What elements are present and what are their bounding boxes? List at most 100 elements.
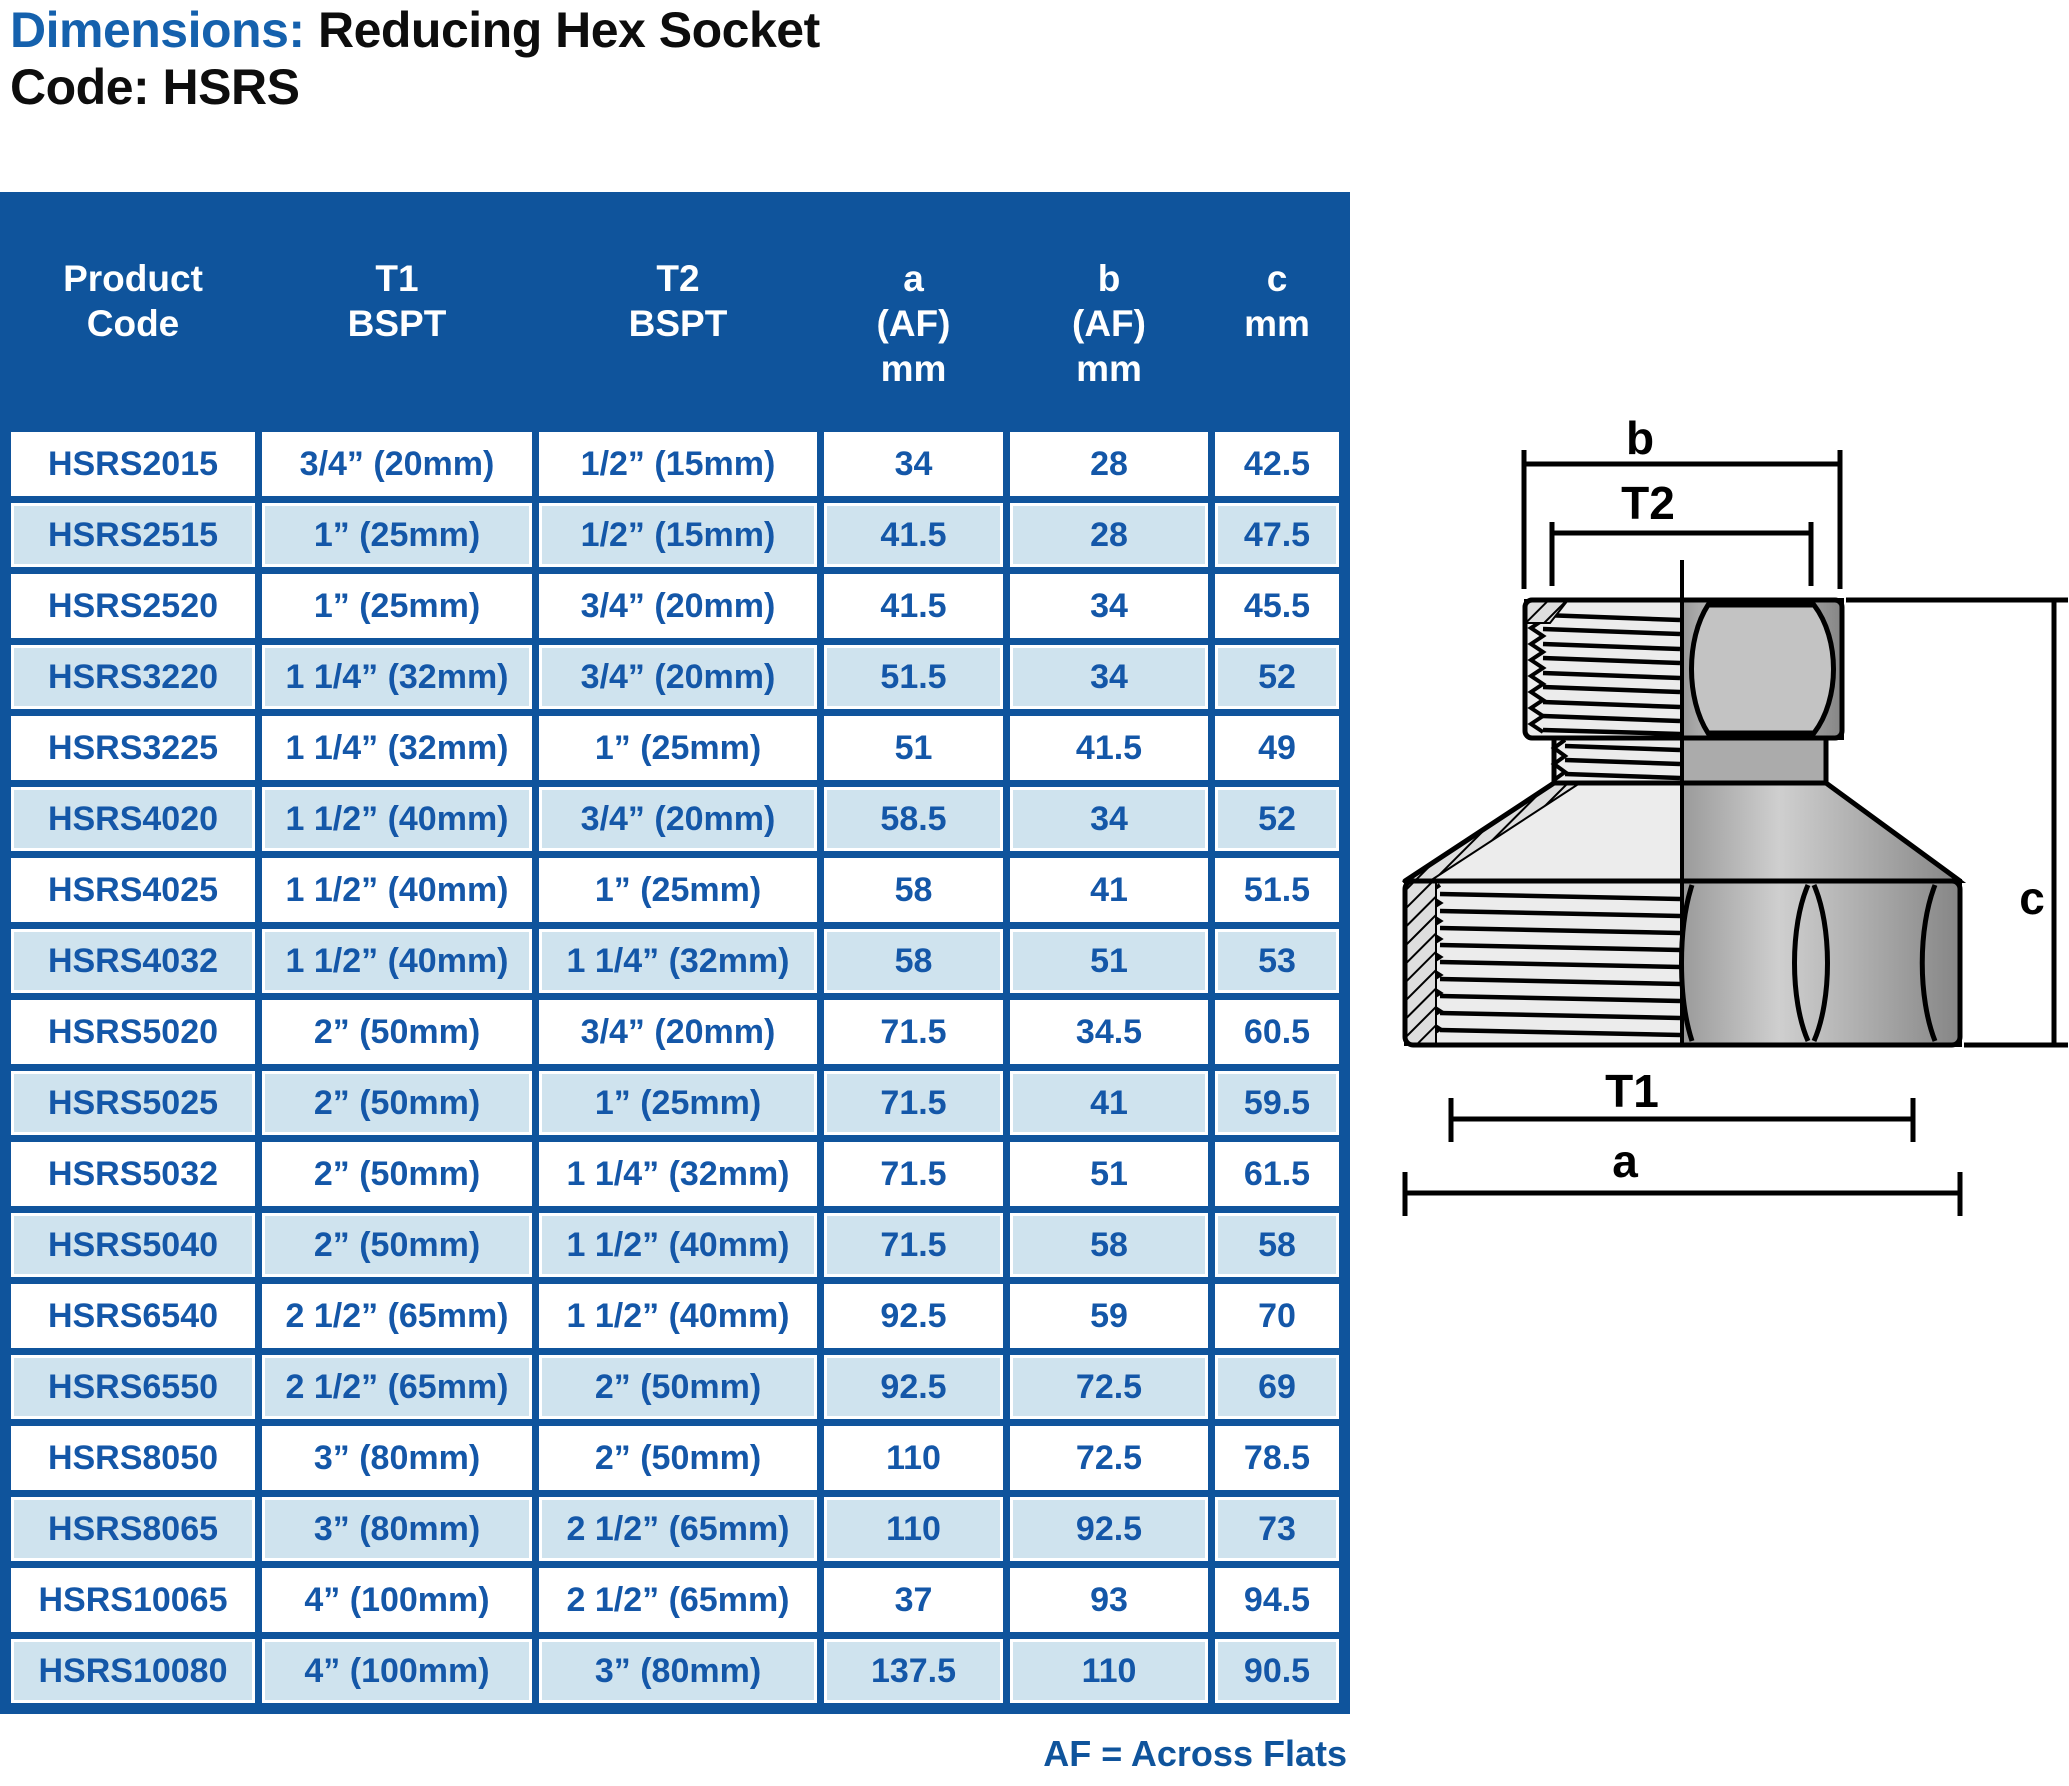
cell-b: 34	[1010, 787, 1208, 851]
cell-code: HSRS2015	[11, 432, 255, 496]
table-row: HSRS4025 1 1/2” (40mm) 1” (25mm) 58 41 51.5	[11, 858, 1339, 922]
dim-label-t2: T2	[1621, 477, 1675, 529]
dim-label-a: a	[1612, 1135, 1638, 1187]
cell-c: 90.5	[1215, 1639, 1339, 1703]
cell-a: 58	[824, 858, 1003, 922]
table-body: HSRS2015 3/4” (20mm) 1/2” (15mm) 34 28 42.5 HS…	[11, 432, 1339, 1703]
cell-code: HSRS2515	[11, 503, 255, 567]
cell-a: 51	[824, 716, 1003, 780]
title-line-1: Dimensions: Reducing Hex Socket	[10, 2, 820, 59]
cell-t1: 2” (50mm)	[262, 1000, 532, 1064]
header-a-af-mm: a (AF) mm	[824, 203, 1003, 425]
header-t2-bspt: T2 BSPT	[539, 203, 817, 425]
cell-t2: 3” (80mm)	[539, 1639, 817, 1703]
table-row: HSRS4020 1 1/2” (40mm) 3/4” (20mm) 58.5 34 52	[11, 787, 1339, 851]
cell-t2: 2 1/2” (65mm)	[539, 1497, 817, 1561]
cell-code: HSRS6540	[11, 1284, 255, 1348]
cell-t2: 1/2” (15mm)	[539, 432, 817, 496]
cell-a: 71.5	[824, 1213, 1003, 1277]
cell-b: 93	[1010, 1568, 1208, 1632]
cell-c: 49	[1215, 716, 1339, 780]
cell-a: 71.5	[824, 1000, 1003, 1064]
table-row: HSRS5020 2” (50mm) 3/4” (20mm) 71.5 34.5 60.5	[11, 1000, 1339, 1064]
cell-t1: 1 1/4” (32mm)	[262, 645, 532, 709]
table-row: HSRS2515 1” (25mm) 1/2” (15mm) 41.5 28 47.5	[11, 503, 1339, 567]
table-row: HSRS6540 2 1/2” (65mm) 1 1/2” (40mm) 92.5 59…	[11, 1284, 1339, 1348]
cell-c: 53	[1215, 929, 1339, 993]
table-row: HSRS3220 1 1/4” (32mm) 3/4” (20mm) 51.5 34 52	[11, 645, 1339, 709]
cell-b: 41	[1010, 858, 1208, 922]
cell-a: 41.5	[824, 503, 1003, 567]
cell-code: HSRS5032	[11, 1142, 255, 1206]
table-row: HSRS8065 3” (80mm) 2 1/2” (65mm) 110 92.5 73	[11, 1497, 1339, 1561]
cell-code: HSRS4032	[11, 929, 255, 993]
cell-c: 45.5	[1215, 574, 1339, 638]
hex-socket-diagram: b T2 c T1 a	[1401, 412, 2068, 1216]
cell-t2: 1 1/2” (40mm)	[539, 1213, 817, 1277]
cell-code: HSRS4020	[11, 787, 255, 851]
cell-code: HSRS3220	[11, 645, 255, 709]
cell-c: 42.5	[1215, 432, 1339, 496]
cell-a: 92.5	[824, 1284, 1003, 1348]
header-product-code: Product Code	[11, 203, 255, 425]
cell-code: HSRS5020	[11, 1000, 255, 1064]
dim-label-t1: T1	[1605, 1065, 1659, 1117]
cell-t1: 1 1/2” (40mm)	[262, 929, 532, 993]
cell-t2: 3/4” (20mm)	[539, 574, 817, 638]
cell-c: 73	[1215, 1497, 1339, 1561]
title-dimensions-label: Dimensions:	[10, 2, 305, 58]
cell-t2: 3/4” (20mm)	[539, 787, 817, 851]
cell-b: 34	[1010, 645, 1208, 709]
cell-t1: 4” (100mm)	[262, 1568, 532, 1632]
cell-c: 70	[1215, 1284, 1339, 1348]
cell-t1: 2” (50mm)	[262, 1071, 532, 1135]
header-t1-bspt: T1 BSPT	[262, 203, 532, 425]
table-row: HSRS3225 1 1/4” (32mm) 1” (25mm) 51 41.5 49	[11, 716, 1339, 780]
cell-t1: 1” (25mm)	[262, 503, 532, 567]
cell-t2: 1” (25mm)	[539, 1071, 817, 1135]
dimensions-table: Product Code T1 BSPT T2 BSPT a (AF) mm	[4, 196, 1346, 1710]
cell-a: 58	[824, 929, 1003, 993]
cell-a: 110	[824, 1426, 1003, 1490]
cell-t2: 1/2” (15mm)	[539, 503, 817, 567]
cell-t1: 1” (25mm)	[262, 574, 532, 638]
table-row: HSRS5032 2” (50mm) 1 1/4” (32mm) 71.5 51 61.5	[11, 1142, 1339, 1206]
cell-t2: 3/4” (20mm)	[539, 645, 817, 709]
cell-c: 61.5	[1215, 1142, 1339, 1206]
cell-t2: 3/4” (20mm)	[539, 1000, 817, 1064]
cell-t1: 1 1/2” (40mm)	[262, 787, 532, 851]
header-b-af-mm: b (AF) mm	[1010, 203, 1208, 425]
table-row: HSRS6550 2 1/2” (65mm) 2” (50mm) 92.5 72.5 69	[11, 1355, 1339, 1419]
table-header-row: Product Code T1 BSPT T2 BSPT a (AF) mm	[11, 203, 1339, 425]
cell-b: 28	[1010, 432, 1208, 496]
cell-b: 41	[1010, 1071, 1208, 1135]
cell-code: HSRS8050	[11, 1426, 255, 1490]
cell-a: 71.5	[824, 1071, 1003, 1135]
cell-t1: 1 1/4” (32mm)	[262, 716, 532, 780]
cell-b: 41.5	[1010, 716, 1208, 780]
cell-b: 59	[1010, 1284, 1208, 1348]
threads-upper	[1527, 602, 1681, 737]
cell-t1: 4” (100mm)	[262, 1639, 532, 1703]
table-row: HSRS5025 2” (50mm) 1” (25mm) 71.5 41 59.5	[11, 1071, 1339, 1135]
cell-b: 72.5	[1010, 1355, 1208, 1419]
cell-b: 34	[1010, 574, 1208, 638]
cell-t1: 3” (80mm)	[262, 1497, 532, 1561]
title-code-line: Code: HSRS	[10, 59, 300, 115]
cell-code: HSRS5040	[11, 1213, 255, 1277]
cell-t1: 1 1/2” (40mm)	[262, 858, 532, 922]
table-row: HSRS4032 1 1/2” (40mm) 1 1/4” (32mm) 58 51 53	[11, 929, 1339, 993]
cell-t1: 2 1/2” (65mm)	[262, 1284, 532, 1348]
table-row: HSRS10080 4” (100mm) 3” (80mm) 137.5 110 90.5	[11, 1639, 1339, 1703]
cell-t2: 1 1/4” (32mm)	[539, 1142, 817, 1206]
cell-c: 59.5	[1215, 1071, 1339, 1135]
cell-c: 94.5	[1215, 1568, 1339, 1632]
cell-code: HSRS8065	[11, 1497, 255, 1561]
cell-c: 52	[1215, 787, 1339, 851]
cell-t1: 2 1/2” (65mm)	[262, 1355, 532, 1419]
table-row: HSRS8050 3” (80mm) 2” (50mm) 110 72.5 78.5	[11, 1426, 1339, 1490]
cell-t2: 2” (50mm)	[539, 1426, 817, 1490]
cell-a: 37	[824, 1568, 1003, 1632]
hex-flats-lower	[1679, 883, 1938, 1043]
